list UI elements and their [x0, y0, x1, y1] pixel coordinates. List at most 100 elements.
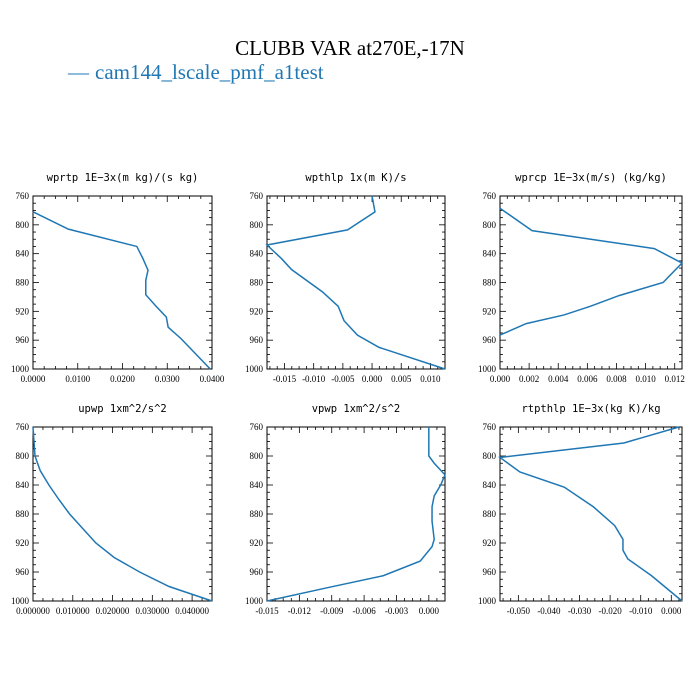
y-tick-label: 800 — [483, 220, 497, 230]
y-tick-label: 840 — [250, 249, 264, 259]
y-tick-label: 880 — [483, 278, 497, 288]
y-tick-label: 1000 — [11, 596, 30, 606]
plot-panel-5: vpwp 1xm^2/s^27608008408809209601000-0.0… — [245, 403, 446, 616]
plot-title: vpwp 1xm^2/s^2 — [312, 403, 401, 415]
x-tick-label: 0.000 — [661, 606, 682, 616]
chart-title: CLUBB VAR at270E,-17N — [235, 36, 465, 60]
y-tick-label: 880 — [16, 509, 30, 519]
y-tick-label: 880 — [483, 509, 497, 519]
x-tick-label: 0.005 — [391, 374, 412, 384]
x-tick-label: 0.0000 — [21, 374, 46, 384]
x-tick-label: -0.040 — [537, 606, 561, 616]
y-tick-label: 760 — [250, 191, 264, 201]
x-tick-label: -0.020 — [598, 606, 622, 616]
x-tick-label: 0.020000 — [96, 606, 130, 616]
y-tick-label: 920 — [483, 538, 497, 548]
x-tick-label: -0.012 — [288, 606, 311, 616]
x-tick-label: 0.0200 — [110, 374, 135, 384]
y-tick-label: 920 — [483, 306, 497, 316]
x-tick-label: 0.000 — [490, 374, 511, 384]
y-tick-label: 760 — [483, 422, 497, 432]
y-tick-label: 920 — [250, 306, 264, 316]
y-tick-label: 760 — [483, 191, 497, 201]
x-tick-label: -0.015 — [273, 374, 297, 384]
plot-panel-3: wprcp 1E−3x(m/s) (kg/kg) 760 800 840 880 920 9… — [478, 172, 685, 384]
x-tick-label: 0.002 — [519, 374, 539, 384]
x-tick-label: -0.050 — [507, 606, 531, 616]
x-tick-label: 0.0300 — [155, 374, 180, 384]
plot-panel-2: wpthlp 1x(m K)/s 760 800 840 880 920 960 1000 -0… — [245, 172, 446, 384]
y-tick-label: 800 — [16, 451, 30, 461]
y-tick-label: 800 — [483, 451, 497, 461]
legend-label: cam144_lscale_pmf_a1test — [95, 60, 324, 84]
plot-title: wprtp 1E−3x(m kg)/(s kg) — [47, 172, 199, 184]
y-tick-label: 1000 — [11, 364, 30, 374]
y-tick-label: 960 — [250, 335, 264, 345]
legend-swatch: — — [68, 60, 89, 84]
x-tick-label: 0.0100 — [65, 374, 90, 384]
x-tick-label: -0.030 — [568, 606, 592, 616]
plot-panel-1: wprtp 1E−3x(m kg)/(s kg) 760 800 840 880 920 9… — [11, 172, 225, 384]
y-tick-label: 840 — [250, 480, 264, 490]
plot-frame — [499, 195, 683, 370]
plot-frame — [32, 426, 213, 602]
y-tick-label: 880 — [250, 278, 264, 288]
y-tick-label: 760 — [250, 422, 264, 432]
x-tick-label: 0.030000 — [135, 606, 169, 616]
series-line — [266, 427, 446, 602]
x-tick-label: -0.015 — [255, 606, 279, 616]
plot-panel-4: upwp 1xm^2/s^2 760 800 840 880 920 960 10000.00… — [11, 403, 213, 616]
x-tick-label: 0.010 — [635, 374, 656, 384]
plot-title: wpthlp 1x(m K)/s — [305, 172, 406, 184]
y-tick-label: 1000 — [245, 364, 264, 374]
plot-title: rtpthlp 1E−3x(kg K)/kg — [521, 403, 660, 415]
x-tick-label: 0.000000 — [16, 606, 50, 616]
y-tick-label: 760 — [16, 422, 30, 432]
plot-frame — [499, 426, 683, 602]
y-tick-label: 760 — [16, 191, 30, 201]
y-tick-label: 840 — [16, 249, 30, 259]
x-tick-label: 0.000 — [419, 606, 440, 616]
x-tick-label: 0.010 — [420, 374, 441, 384]
y-tick-label: 840 — [483, 249, 497, 259]
y-tick-label: 880 — [16, 278, 30, 288]
y-tick-label: 800 — [250, 451, 264, 461]
y-tick-label: 1000 — [478, 364, 497, 374]
x-tick-label: -0.010 — [629, 606, 653, 616]
y-tick-label: 880 — [250, 509, 264, 519]
plot-panel-6: rtpthlp 1E−3x(kg K)/kg 760 800 840 880 920 960… — [478, 403, 683, 616]
x-tick-label: -0.006 — [352, 606, 376, 616]
plot-frame — [266, 426, 446, 602]
y-tick-label: 960 — [16, 335, 30, 345]
series-line — [265, 195, 446, 370]
y-tick-label: 920 — [250, 538, 264, 548]
x-tick-label: 0.004 — [548, 374, 569, 384]
y-tick-label: 960 — [483, 567, 497, 577]
series-line — [498, 426, 683, 602]
y-tick-label: 800 — [250, 220, 264, 230]
y-tick-label: 1000 — [478, 596, 497, 606]
series-line — [32, 211, 211, 370]
y-tick-label: 1000 — [245, 596, 264, 606]
x-tick-label: 0.040000 — [175, 606, 209, 616]
x-tick-label: 0.010000 — [56, 606, 90, 616]
plot-title: upwp 1xm^2/s^2 — [78, 403, 167, 415]
plot-title: wprcp 1E−3x(m/s) (kg/kg) — [515, 172, 667, 184]
y-tick-label: 920 — [16, 306, 30, 316]
x-tick-label: 0.008 — [606, 374, 627, 384]
x-tick-label: 0.000 — [362, 374, 383, 384]
series-line — [32, 426, 213, 602]
y-tick-label: 840 — [483, 480, 497, 490]
x-tick-label: 0.012 — [665, 374, 685, 384]
y-tick-label: 840 — [16, 480, 30, 490]
y-tick-label: 960 — [483, 335, 497, 345]
legend: — cam144_lscale_pmf_a1test — [68, 60, 324, 85]
x-tick-label: -0.009 — [320, 606, 344, 616]
y-tick-label: 960 — [16, 567, 30, 577]
series-line — [499, 207, 684, 336]
x-tick-label: 0.0400 — [200, 374, 225, 384]
x-tick-label: -0.010 — [302, 374, 326, 384]
x-tick-label: -0.005 — [331, 374, 355, 384]
y-tick-label: 960 — [250, 567, 264, 577]
